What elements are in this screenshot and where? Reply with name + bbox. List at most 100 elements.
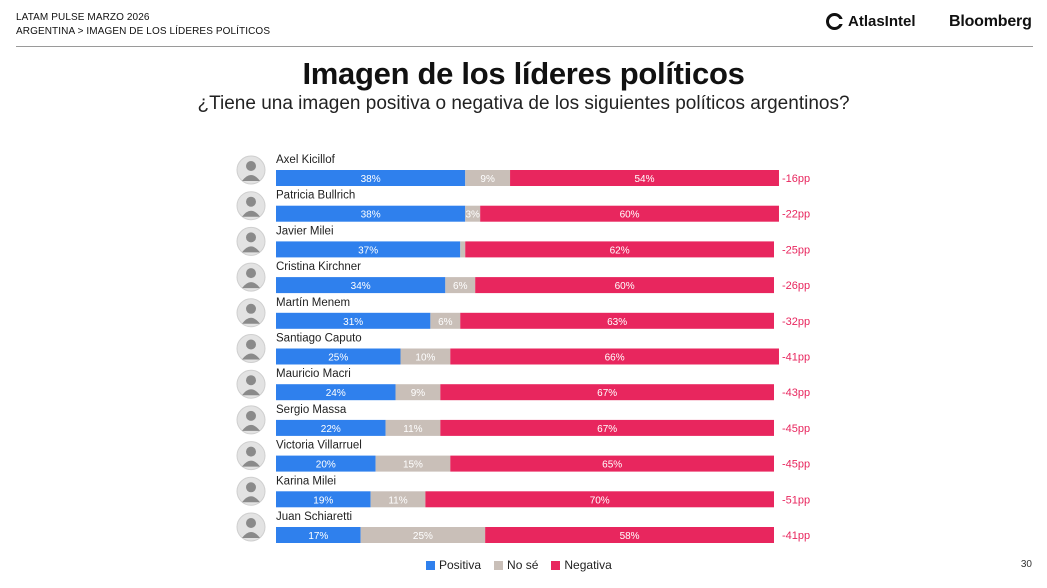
- avatar-head-patricia-bullrich: [246, 196, 256, 207]
- data-label-no-se-karina-milei: 11%: [388, 495, 407, 506]
- bar-no-se-santiago-caputo: [400, 348, 451, 365]
- chart-legend: Positiva No sé Negativa: [426, 558, 625, 572]
- bar-positiva-javier-milei: [276, 241, 461, 258]
- net-label-karina-milei: -51pp: [782, 494, 810, 506]
- atlasintel-logo-icon: [826, 13, 843, 30]
- data-label-positiva-cristina-kirchner: 34%: [351, 281, 371, 292]
- bar-no-se-victoria-villarruel: [375, 455, 451, 472]
- net-label-juan-schiaretti: -41pp: [782, 530, 810, 542]
- legend-swatch-no-se: [494, 560, 504, 570]
- bar-negativa-cristina-kirchner: [475, 277, 774, 294]
- bar-no-se-karina-milei: [370, 491, 426, 508]
- avatar-body-juan-schiaretti: [242, 532, 260, 538]
- avatar-head-axel-kicillof: [246, 161, 256, 171]
- chart-subtitle: ¿Tiene una imagen positiva o negativa de…: [197, 93, 850, 114]
- avatar-body-javier-milei: [242, 246, 260, 253]
- data-label-positiva-karina-milei: 19%: [313, 495, 333, 506]
- net-label-patricia-bullrich: -22pp: [782, 209, 810, 221]
- bloomberg-logo-text: Bloomberg: [949, 13, 1032, 30]
- data-label-negativa-cristina-kirchner: 60%: [615, 281, 635, 292]
- row-name-axel-kicillof: Axel Kicillof: [276, 154, 336, 166]
- avatar-head-cristina-kirchner: [246, 268, 256, 279]
- net-label-martin-menem: -32pp: [782, 316, 810, 328]
- row-name-juan-schiaretti: Juan Schiaretti: [276, 511, 352, 523]
- row-name-cristina-kirchner: Cristina Kirchner: [276, 261, 361, 273]
- bar-positiva-cristina-kirchner: [276, 277, 446, 294]
- net-label-cristina-kirchner: -26pp: [782, 280, 810, 292]
- avatar-body-axel-kicillof: [242, 175, 260, 181]
- data-label-no-se-mauricio-macri: 9%: [411, 388, 426, 399]
- bar-negativa-victoria-villarruel: [450, 455, 774, 472]
- net-label-javier-milei: -25pp: [782, 244, 810, 256]
- row-name-santiago-caputo: Santiago Caputo: [276, 333, 362, 345]
- bar-positiva-santiago-caputo: [276, 348, 401, 365]
- data-label-negativa-martin-menem: 63%: [607, 317, 627, 328]
- bar-positiva-martin-menem: [276, 312, 431, 329]
- data-label-negativa-javier-milei: 62%: [610, 245, 630, 256]
- avatar-body-patricia-bullrich: [242, 210, 260, 217]
- data-label-positiva-juan-schiaretti: 17%: [308, 531, 328, 542]
- bar-positiva-sergio-massa: [276, 419, 386, 436]
- bar-no-se-patricia-bullrich: [465, 205, 481, 222]
- page-number: 30: [1020, 559, 1032, 570]
- bar-no-se-juan-schiaretti: [360, 527, 486, 543]
- data-label-positiva-javier-milei: 37%: [358, 245, 378, 256]
- avatar-body-karina-milei: [242, 496, 260, 503]
- avatar-head-juan-schiaretti: [246, 518, 256, 528]
- header-breadcrumb: LATAM PULSE MARZO 2026 ARGENTINA > IMAGE…: [16, 11, 270, 39]
- breadcrumb: ARGENTINA > IMAGEN DE LOS LÍDERES POLÍTI…: [16, 26, 271, 37]
- data-label-negativa-axel-kicillof: 54%: [635, 174, 655, 185]
- avatar-body-santiago-caputo: [242, 353, 260, 360]
- bar-negativa-patricia-bullrich: [480, 205, 779, 222]
- avatar-head-mauricio-macri: [246, 375, 256, 386]
- atlasintel-logo-text: AtlasIntel: [848, 13, 916, 30]
- net-label-sergio-massa: -45pp: [782, 423, 810, 435]
- report-title: LATAM PULSE MARZO 2026: [16, 12, 150, 23]
- data-label-positiva-mauricio-macri: 24%: [326, 388, 346, 399]
- data-label-positiva-martin-menem: 31%: [343, 317, 363, 328]
- bar-positiva-karina-milei: [276, 491, 371, 508]
- bar-positiva-axel-kicillof: [276, 170, 466, 186]
- avatar-body-sergio-massa: [242, 424, 260, 431]
- avatar-head-victoria-villarruel: [246, 446, 256, 457]
- row-name-mauricio-macri: Mauricio Macri: [276, 368, 351, 380]
- net-label-mauricio-macri: -43pp: [782, 387, 810, 399]
- bar-no-se-axel-kicillof: [465, 170, 511, 186]
- data-label-no-se-sergio-massa: 11%: [403, 424, 422, 435]
- avatar-body-victoria-villarruel: [242, 460, 260, 467]
- net-label-axel-kicillof: -16pp: [782, 173, 810, 185]
- avatar-head-sergio-massa: [246, 410, 256, 421]
- data-label-no-se-patricia-bullrich: 3%: [465, 210, 480, 221]
- row-name-javier-milei: Javier Milei: [276, 225, 334, 237]
- avatar-head-karina-milei: [246, 482, 256, 493]
- bar-negativa-martin-menem: [460, 312, 774, 329]
- net-label-santiago-caputo: -41pp: [782, 352, 810, 364]
- row-name-victoria-villarruel: Victoria Villarruel: [276, 440, 362, 452]
- row-name-martin-menem: Martín Menem: [276, 297, 350, 309]
- data-label-negativa-karina-milei: 70%: [590, 495, 610, 506]
- avatar-head-javier-milei: [246, 232, 256, 243]
- chart-title: Imagen de los líderes políticos: [302, 56, 745, 91]
- net-label-victoria-villarruel: -45pp: [782, 459, 810, 471]
- data-label-no-se-victoria-villarruel: 15%: [403, 460, 423, 471]
- bar-positiva-mauricio-macri: [276, 384, 396, 401]
- data-label-no-se-santiago-caputo: 10%: [415, 353, 435, 364]
- bloomberg-logo: Bloomberg: [949, 13, 1032, 31]
- atlasintel-logo: AtlasIntel: [826, 13, 916, 30]
- bar-positiva-patricia-bullrich: [276, 205, 466, 222]
- bar-negativa-axel-kicillof: [510, 170, 779, 186]
- legend-item-negativa: Negativa: [551, 558, 612, 572]
- data-label-no-se-axel-kicillof: 9%: [480, 174, 495, 185]
- data-label-negativa-victoria-villarruel: 65%: [602, 460, 622, 471]
- legend-label-negativa: Negativa: [564, 558, 612, 572]
- bar-negativa-santiago-caputo: [450, 348, 779, 365]
- legend-item-positiva: Positiva: [426, 558, 481, 572]
- data-label-no-se-martin-menem: 6%: [438, 317, 453, 328]
- legend-label-positiva: Positiva: [439, 558, 482, 572]
- legend-swatch-negativa: [551, 560, 561, 570]
- data-label-negativa-patricia-bullrich: 60%: [620, 210, 640, 221]
- avatar-head-santiago-caputo: [246, 339, 256, 350]
- data-label-negativa-juan-schiaretti: 58%: [620, 531, 640, 542]
- data-label-negativa-sergio-massa: 67%: [597, 424, 617, 435]
